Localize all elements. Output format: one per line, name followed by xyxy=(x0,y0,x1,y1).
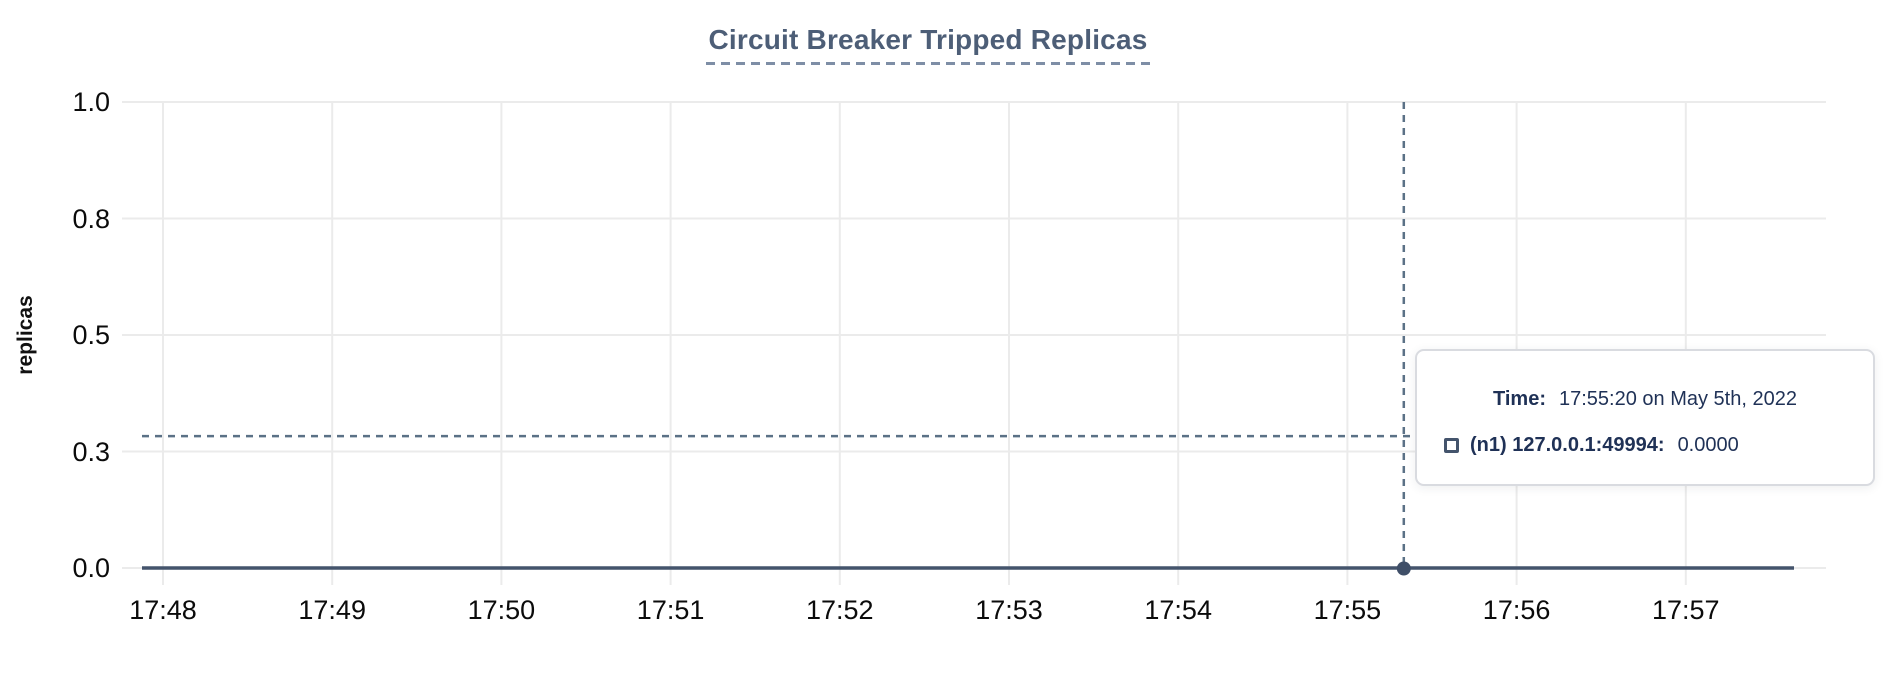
y-tick-label: 0.8 xyxy=(72,203,110,234)
y-tick-label: 0.5 xyxy=(72,320,110,350)
tooltip-time-label: Time: xyxy=(1493,387,1546,410)
tooltip-series-row: (n1) 127.0.0.1:49994: 0.0000 xyxy=(1417,422,1873,468)
tooltip-time-value: 17:55:20 on May 5th, 2022 xyxy=(1559,387,1797,410)
y-tick-label: 0.3 xyxy=(72,436,110,467)
x-tick-label: 17:54 xyxy=(1144,595,1212,625)
x-tick-label: 17:52 xyxy=(806,595,874,625)
x-tick-label: 17:53 xyxy=(975,595,1043,625)
x-tick-label: 17:51 xyxy=(636,595,705,625)
hover-tooltip: Time: 17:55:20 on May 5th, 2022 (n1) 127… xyxy=(1415,349,1875,486)
series-swatch-icon xyxy=(1444,437,1459,453)
y-tick-label: 0.0 xyxy=(72,553,110,583)
y-tick-label: 1.0 xyxy=(72,87,110,117)
x-tick-label: 17:50 xyxy=(467,595,536,625)
x-tick-label: 17:49 xyxy=(298,595,366,625)
tooltip-series-label: (n1) 127.0.0.1:49994: xyxy=(1470,433,1665,456)
x-tick-label: 17:56 xyxy=(1482,595,1551,625)
tooltip-series-value: 0.0000 xyxy=(1677,433,1739,456)
hover-data-point xyxy=(1396,561,1411,576)
tooltip-time-row: Time: 17:55:20 on May 5th, 2022 xyxy=(1417,376,1873,422)
x-tick-label: 17:48 xyxy=(129,595,197,625)
chart-title[interactable]: Circuit Breaker Tripped Replicas xyxy=(706,24,1150,65)
chart-header: Circuit Breaker Tripped Replicas xyxy=(0,24,1856,65)
x-tick-label: 17:57 xyxy=(1652,595,1720,625)
x-tick-label: 17:55 xyxy=(1313,595,1382,625)
